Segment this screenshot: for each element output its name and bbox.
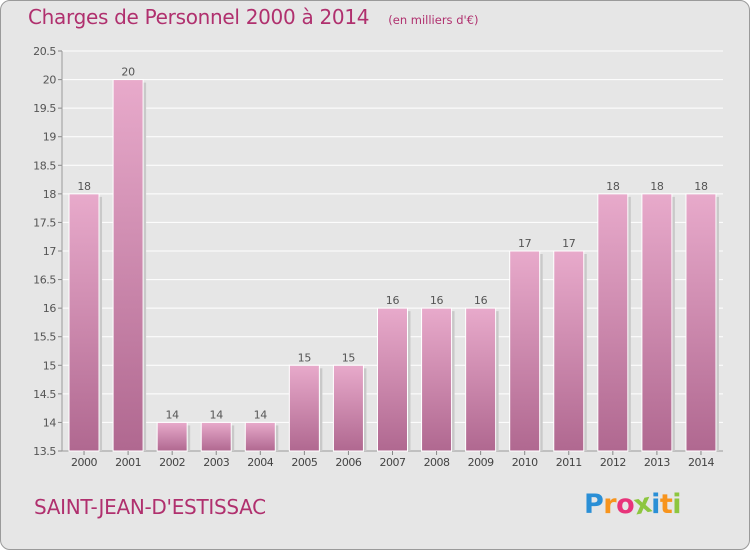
- y-tick-label: 15.5: [33, 331, 56, 344]
- bar: [244, 421, 276, 452]
- chart-subtitle: (en milliers d'€): [388, 13, 479, 27]
- y-tick-label: 17.5: [33, 216, 56, 229]
- y-tick-label: 16.5: [33, 274, 56, 287]
- logo-letter: t: [659, 489, 673, 520]
- data-label: 15: [342, 351, 356, 364]
- x-tick-label: 2003: [203, 456, 229, 469]
- data-label: 18: [77, 180, 91, 193]
- bar: [288, 364, 320, 452]
- bar: [377, 307, 408, 452]
- place-name: SAINT-JEAN-D'ESTISSAC: [34, 495, 266, 519]
- x-tick-label: 2012: [600, 456, 626, 469]
- chart-title: Charges de Personnel 2000 à 2014: [28, 5, 370, 29]
- bar: [465, 307, 497, 452]
- y-tick-label: 20.5: [33, 45, 56, 58]
- logo-letter: P: [584, 489, 604, 520]
- y-tick-label: 14.5: [33, 388, 56, 401]
- data-label: 15: [298, 351, 312, 364]
- x-tick-label: 2001: [115, 456, 141, 469]
- bar: [509, 250, 541, 452]
- y-tick-label: 13.5: [33, 445, 56, 458]
- bar: [156, 421, 188, 452]
- y-tick-label: 17: [43, 245, 57, 258]
- y-tick-label: 16: [43, 302, 57, 315]
- bar: [597, 193, 629, 452]
- x-tick-label: 2006: [335, 456, 361, 469]
- bar: [112, 79, 144, 452]
- x-tick-label: 2008: [424, 456, 450, 469]
- bar: [421, 307, 453, 452]
- data-label: 16: [430, 294, 444, 307]
- x-tick-label: 2011: [556, 456, 582, 469]
- x-tick-label: 2005: [291, 456, 317, 469]
- logo-letter: o: [616, 489, 635, 520]
- y-tick-label: 14: [43, 416, 57, 429]
- data-label: 16: [386, 294, 400, 307]
- proxiti-logo: Proxiti: [584, 488, 682, 522]
- data-label: 16: [474, 294, 488, 307]
- logo-letter: i: [672, 489, 682, 520]
- data-label: 18: [650, 180, 664, 193]
- data-label: 14: [210, 408, 224, 421]
- y-tick-label: 18: [43, 188, 57, 201]
- data-label: 18: [606, 180, 620, 193]
- data-label: 14: [165, 408, 179, 421]
- bar: [332, 364, 364, 452]
- x-tick-label: 2002: [159, 456, 185, 469]
- y-tick-label: 20: [43, 74, 57, 87]
- data-label: 18: [694, 180, 708, 193]
- logo-letter: r: [603, 489, 617, 520]
- bar: [641, 193, 673, 452]
- data-label: 17: [562, 237, 576, 250]
- x-tick-label: 2000: [71, 456, 97, 469]
- y-tick-label: 15: [43, 359, 57, 372]
- logo-letter: i: [651, 489, 660, 520]
- bar: [68, 193, 100, 452]
- x-tick-label: 2009: [468, 456, 494, 469]
- title-row: Charges de Personnel 2000 à 2014 (en mil…: [28, 5, 478, 29]
- x-tick-label: 2013: [644, 456, 670, 469]
- bar: [200, 421, 232, 452]
- bar: [553, 250, 585, 452]
- data-label: 14: [254, 408, 268, 421]
- y-tick-label: 18.5: [33, 159, 56, 172]
- x-tick-label: 2014: [688, 456, 714, 469]
- x-tick-label: 2010: [512, 456, 538, 469]
- x-tick-label: 2007: [380, 456, 406, 469]
- x-tick-label: 2004: [247, 456, 273, 469]
- data-label: 20: [121, 66, 135, 79]
- y-tick-label: 19.5: [33, 102, 56, 115]
- y-tick-label: 19: [43, 131, 57, 144]
- bar: [685, 193, 717, 452]
- data-label: 17: [518, 237, 532, 250]
